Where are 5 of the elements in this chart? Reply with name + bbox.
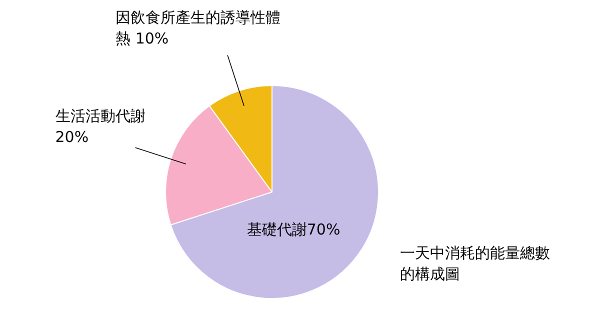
slice-label: 生活活動代謝 [55,106,146,125]
data-label: 20% [55,128,89,146]
slice-label: 基礎代謝70% [246,220,340,239]
slice-label: 因飲食所產生的誘導性體熱 10% [116,8,281,48]
text: 一天中消耗的能量總數的構成圖 [400,243,551,285]
